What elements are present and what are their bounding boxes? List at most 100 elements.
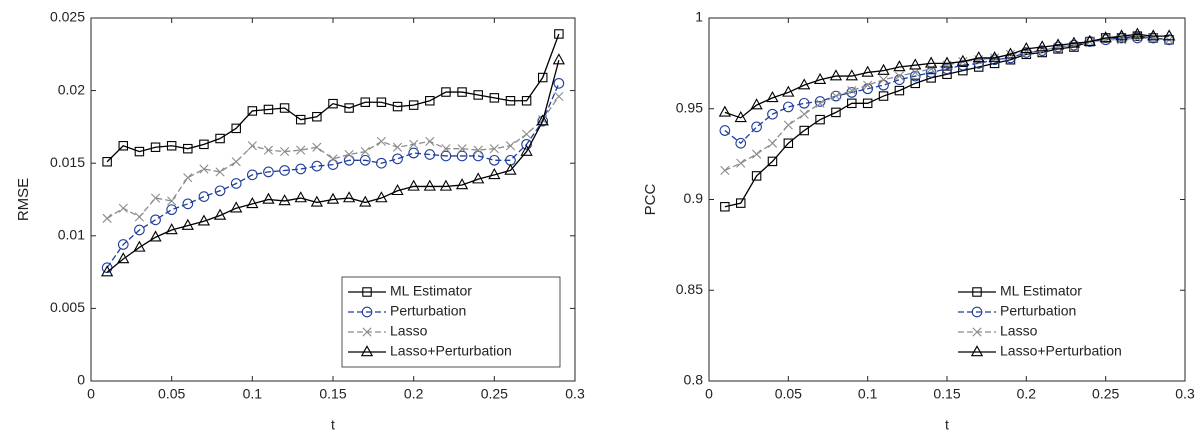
x-tick-label: 0.1 bbox=[243, 386, 263, 402]
x-tick-label: 0 bbox=[87, 386, 95, 402]
x-tick-label: 0.2 bbox=[1017, 386, 1037, 402]
marker-triangle bbox=[246, 197, 259, 209]
marker-x bbox=[910, 67, 920, 78]
marker-circle bbox=[735, 137, 747, 149]
marker-circle bbox=[1116, 32, 1127, 44]
x-tick-label: 0.15 bbox=[319, 386, 346, 402]
marker-x bbox=[554, 91, 564, 101]
marker-square bbox=[894, 85, 905, 96]
marker-x bbox=[894, 71, 904, 81]
marker-x bbox=[344, 149, 354, 160]
marker-triangle bbox=[149, 230, 162, 242]
legend-label: Lasso bbox=[390, 323, 428, 339]
marker-triangle bbox=[861, 65, 874, 77]
y-tick-label: 0.02 bbox=[58, 81, 85, 97]
marker-circle bbox=[150, 214, 161, 226]
marker-triangle bbox=[1004, 47, 1017, 59]
marker-circle bbox=[117, 239, 129, 250]
marker-triangle bbox=[1020, 42, 1033, 54]
marker-triangle bbox=[798, 78, 811, 90]
marker-x bbox=[183, 173, 193, 183]
marker-circle bbox=[392, 153, 403, 165]
marker-triangle bbox=[101, 265, 114, 277]
marker-triangle bbox=[504, 163, 517, 175]
marker-x bbox=[263, 145, 274, 155]
marker-square bbox=[231, 123, 241, 134]
marker-square bbox=[751, 171, 762, 181]
marker-square bbox=[134, 146, 145, 157]
marker-circle bbox=[925, 67, 937, 78]
marker-square bbox=[408, 100, 419, 110]
marker-triangle bbox=[1162, 29, 1176, 41]
marker-circle bbox=[327, 159, 339, 171]
marker-triangle bbox=[1131, 27, 1144, 39]
marker-circle bbox=[295, 163, 307, 175]
marker-circle bbox=[456, 150, 468, 162]
marker-triangle bbox=[197, 214, 211, 226]
marker-x bbox=[409, 139, 419, 149]
marker-triangle bbox=[893, 60, 906, 72]
legend-label: Lasso+Perturbation bbox=[390, 343, 512, 359]
series bbox=[718, 27, 1176, 123]
marker-circle bbox=[230, 178, 242, 189]
marker-circle bbox=[182, 198, 194, 210]
marker-triangle bbox=[213, 208, 227, 220]
x-tick-label: 0.3 bbox=[565, 386, 585, 402]
legend-label: Perturbation bbox=[390, 303, 466, 319]
legend-label: Lasso+Perturbation bbox=[1000, 343, 1122, 359]
legend-marker bbox=[362, 327, 372, 337]
y-tick-label: 0.025 bbox=[50, 9, 85, 25]
marker-square bbox=[457, 87, 467, 97]
x-tick-label: 0 bbox=[705, 386, 713, 402]
marker-square bbox=[926, 73, 936, 83]
marker-square bbox=[215, 133, 225, 144]
marker-triangle bbox=[829, 69, 843, 81]
marker-square bbox=[102, 156, 112, 167]
marker-triangle bbox=[734, 110, 747, 123]
y-tick-label: 0 bbox=[77, 372, 85, 388]
marker-triangle bbox=[133, 240, 146, 252]
line bbox=[106, 83, 560, 269]
marker-circle bbox=[830, 90, 842, 102]
marker-triangle bbox=[536, 114, 549, 126]
marker-square bbox=[862, 98, 873, 109]
marker-circle bbox=[166, 204, 178, 216]
marker-x bbox=[457, 144, 467, 154]
marker-x bbox=[441, 144, 451, 154]
marker-triangle bbox=[1147, 29, 1160, 41]
marker-square bbox=[166, 141, 177, 151]
marker-circle bbox=[472, 150, 484, 162]
marker-x bbox=[831, 91, 841, 101]
marker-square bbox=[735, 198, 746, 208]
marker-square bbox=[150, 142, 161, 152]
y-axis-label: RMSE bbox=[15, 178, 32, 221]
marker-square bbox=[537, 72, 548, 83]
marker-x bbox=[847, 86, 857, 96]
marker-circle bbox=[376, 157, 387, 169]
marker-circle bbox=[214, 185, 226, 197]
marker-triangle bbox=[117, 252, 130, 264]
marker-x bbox=[247, 141, 257, 151]
series bbox=[101, 53, 565, 277]
marker-square bbox=[720, 202, 730, 212]
legend-label: Lasso bbox=[1000, 323, 1038, 339]
plot-area bbox=[708, 17, 1186, 382]
marker-x bbox=[296, 145, 306, 155]
marker-triangle bbox=[230, 201, 243, 213]
line bbox=[106, 33, 560, 163]
marker-square bbox=[473, 90, 483, 100]
x-tick-label: 0.05 bbox=[775, 386, 802, 402]
marker-triangle bbox=[1036, 40, 1049, 52]
marker-square bbox=[554, 29, 564, 39]
marker-x bbox=[926, 64, 936, 74]
y-tick-label: 0.015 bbox=[50, 154, 85, 170]
marker-circle bbox=[862, 83, 874, 95]
x-axis-label: t bbox=[331, 417, 335, 430]
marker-x bbox=[118, 203, 128, 213]
marker-x bbox=[425, 136, 435, 147]
line bbox=[724, 33, 1170, 119]
x-tick-label: 0.2 bbox=[404, 386, 424, 402]
marker-square bbox=[263, 104, 274, 115]
marker-x bbox=[280, 146, 290, 157]
